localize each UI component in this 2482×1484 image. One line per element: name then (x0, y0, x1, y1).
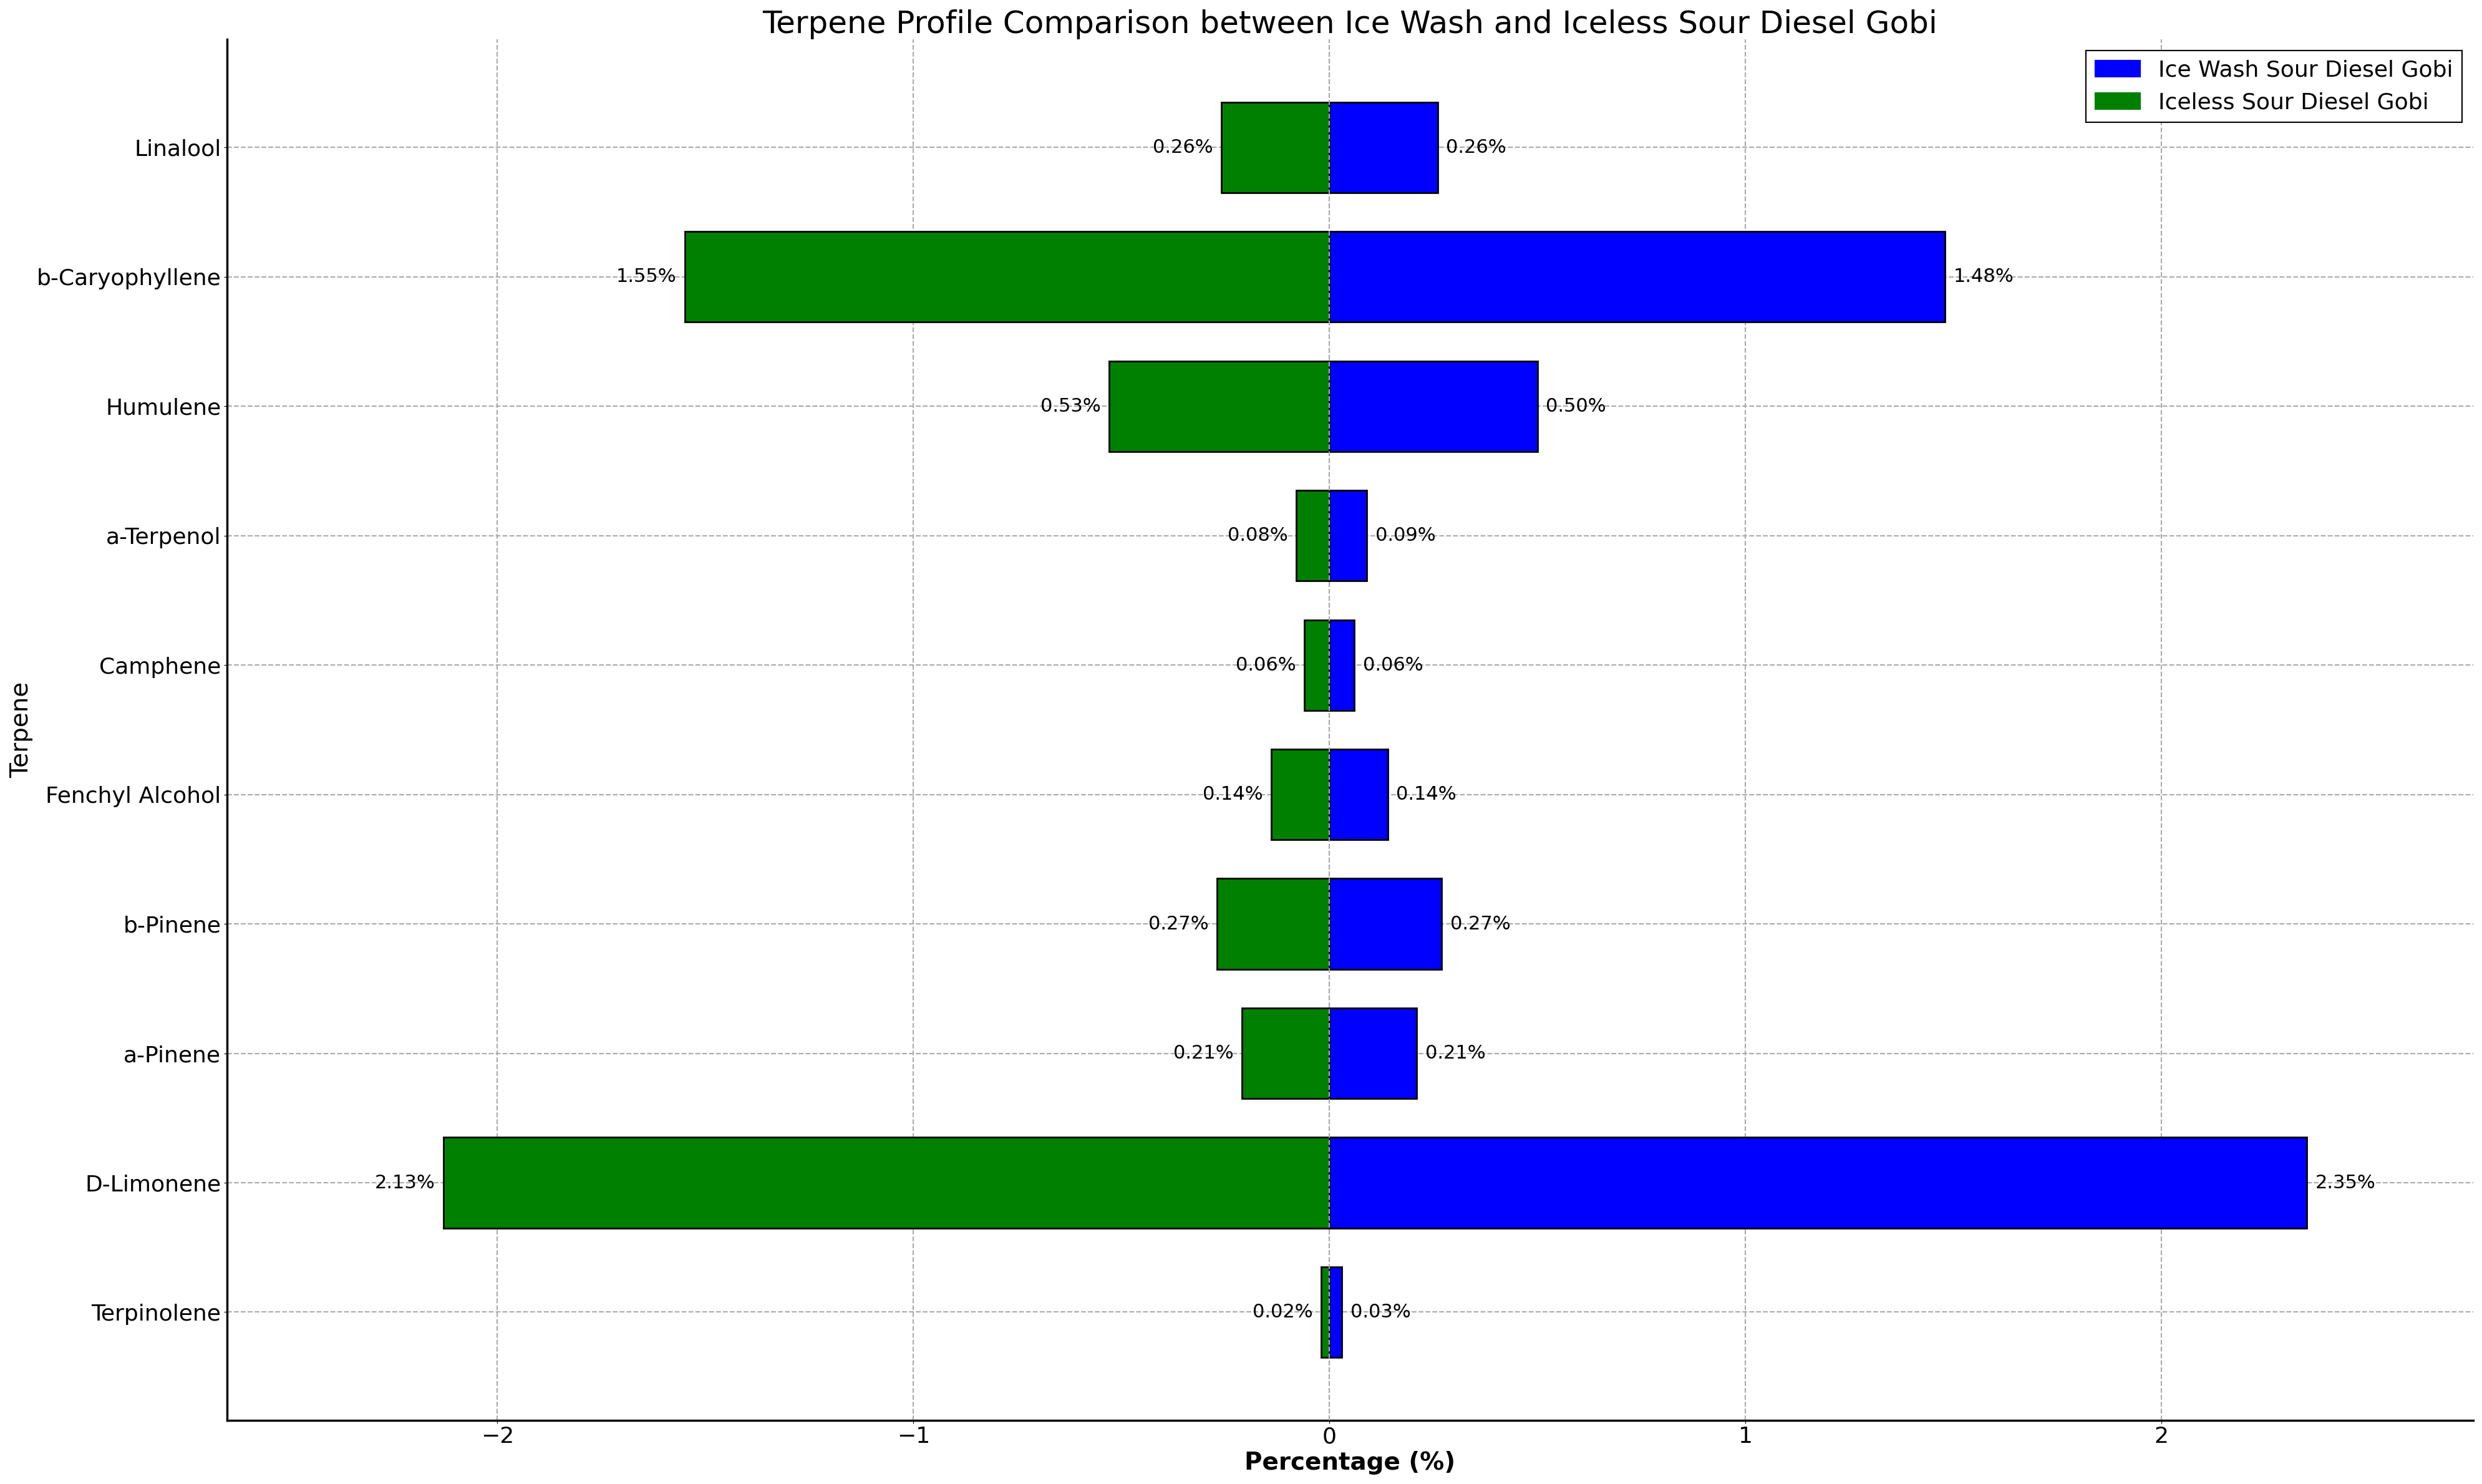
Bar (1328, 1008, 1417, 1098)
Bar (1271, 749, 1328, 840)
Text: 0.21%: 0.21% (1425, 1045, 1484, 1063)
Title: Terpene Profile Comparison between Ice Wash and Iceless Sour Diesel Gobi: Terpene Profile Comparison between Ice W… (762, 9, 1938, 39)
Bar (444, 1137, 1328, 1229)
Text: 0.53%: 0.53% (1040, 398, 1100, 416)
Bar (1328, 1267, 1340, 1358)
Bar (1328, 620, 1355, 711)
Bar (1328, 490, 1368, 580)
Bar (1328, 361, 1536, 451)
Bar (1241, 1008, 1328, 1098)
Bar (1221, 102, 1328, 193)
Text: 0.06%: 0.06% (1236, 656, 1296, 674)
Legend: Ice Wash Sour Diesel Gobi, Iceless Sour Diesel Gobi: Ice Wash Sour Diesel Gobi, Iceless Sour … (2085, 50, 2462, 122)
Bar (1216, 879, 1328, 969)
Text: 0.06%: 0.06% (1363, 656, 1422, 674)
Text: 0.26%: 0.26% (1152, 138, 1214, 156)
Bar (1328, 102, 1437, 193)
Text: 0.21%: 0.21% (1174, 1045, 1234, 1063)
Bar (1328, 879, 1442, 969)
Text: 0.14%: 0.14% (1395, 785, 1457, 803)
Bar (1328, 1137, 2306, 1229)
Text: 0.02%: 0.02% (1251, 1303, 1313, 1321)
Bar (1303, 620, 1328, 711)
Bar (685, 232, 1328, 322)
Text: 2.13%: 2.13% (375, 1174, 434, 1192)
Bar (1296, 490, 1328, 580)
Text: 2.35%: 2.35% (2316, 1174, 2375, 1192)
Text: 0.26%: 0.26% (1445, 138, 1507, 156)
Text: 0.14%: 0.14% (1201, 785, 1263, 803)
Text: 0.09%: 0.09% (1375, 527, 1435, 545)
Bar (1328, 232, 1943, 322)
Bar (1328, 749, 1387, 840)
Bar (1320, 1267, 1328, 1358)
Text: 0.03%: 0.03% (1350, 1303, 1410, 1321)
Text: 1.48%: 1.48% (1953, 267, 2013, 286)
Y-axis label: Terpene: Terpene (10, 681, 32, 778)
Text: 0.50%: 0.50% (1546, 398, 1606, 416)
Text: 0.27%: 0.27% (1449, 914, 1509, 933)
X-axis label: Percentage (%): Percentage (%) (1243, 1451, 1454, 1475)
Text: 0.08%: 0.08% (1226, 527, 1288, 545)
Bar (1109, 361, 1328, 451)
Text: 1.55%: 1.55% (616, 267, 675, 286)
Text: 0.27%: 0.27% (1149, 914, 1209, 933)
